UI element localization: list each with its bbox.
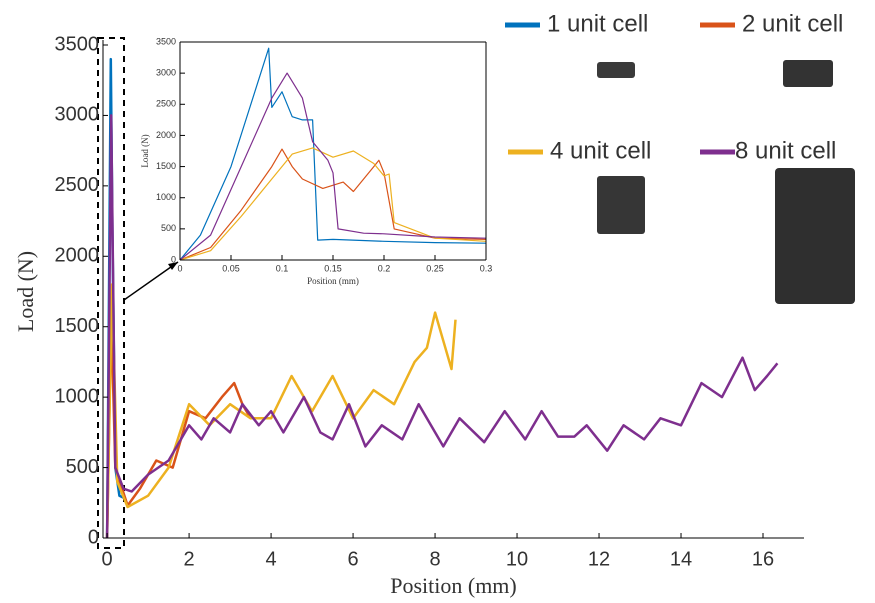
x-tick-label: 10: [506, 548, 528, 570]
y-tick-label: 3000: [156, 68, 176, 78]
inset-background: [180, 42, 486, 260]
y-tick-label: 1000: [156, 192, 176, 202]
y-tick-label: 1000: [55, 385, 100, 407]
x-tick-label: 0.1: [276, 263, 289, 273]
zoom-box: [97, 37, 125, 549]
x-tick-label: 4: [266, 548, 277, 570]
series-line: [105, 283, 457, 539]
arrow-head: [168, 262, 178, 270]
x-tick-label: 0: [177, 263, 182, 273]
y-tick-label: 0: [88, 526, 99, 548]
y-tick-label: 1500: [55, 315, 100, 337]
x-tick-label: 6: [348, 548, 359, 570]
legend-label: 1 unit cell: [547, 10, 648, 37]
y-tick-label: 500: [66, 456, 99, 478]
zoom-arrow: [123, 261, 179, 301]
y-tick-label: 2500: [156, 99, 176, 109]
x-tick-label: 14: [670, 548, 692, 570]
x-tick-label: 0.3: [480, 263, 493, 273]
y-tick-label: 3500: [55, 33, 100, 55]
x-tick-label: 0.05: [222, 263, 240, 273]
series-line: [105, 311, 252, 539]
x-tick-label: 0.25: [426, 263, 444, 273]
y-axis-label: Load (N): [13, 251, 38, 332]
y-tick-label: 3500: [156, 36, 176, 46]
specimen-2: [783, 60, 833, 87]
legend-label: 8 unit cell: [735, 137, 836, 164]
y-tick-label: 1500: [156, 161, 176, 171]
series-line: [105, 114, 779, 539]
specimen-4: [597, 176, 645, 234]
specimen-1: [597, 62, 635, 78]
y-axis-label: Load (N): [140, 134, 150, 167]
x-tick-label: 16: [752, 548, 774, 570]
y-tick-label: 3000: [55, 104, 100, 126]
y-tick-label: 2500: [55, 174, 100, 196]
legend-label: 4 unit cell: [550, 137, 651, 164]
x-tick-label: 0: [102, 548, 113, 570]
x-axis-label: Position (mm): [390, 573, 517, 598]
x-tick-label: 12: [588, 548, 610, 570]
series-line: [179, 147, 487, 261]
y-tick-label: 2000: [55, 245, 100, 267]
specimen-8: [775, 168, 855, 304]
y-tick-label: 0: [171, 254, 176, 264]
y-tick-label: 2000: [156, 130, 176, 140]
x-tick-label: 8: [429, 548, 440, 570]
x-tick-label: 0.15: [324, 263, 342, 273]
x-axis-label: Position (mm): [307, 276, 359, 286]
legend-label: 2 unit cell: [742, 10, 843, 37]
series-line: [179, 47, 487, 261]
series-line: [179, 148, 487, 261]
series-line: [179, 72, 487, 261]
y-tick-label: 500: [161, 223, 176, 233]
x-tick-label: 2: [184, 548, 195, 570]
x-tick-label: 0.2: [378, 263, 391, 273]
